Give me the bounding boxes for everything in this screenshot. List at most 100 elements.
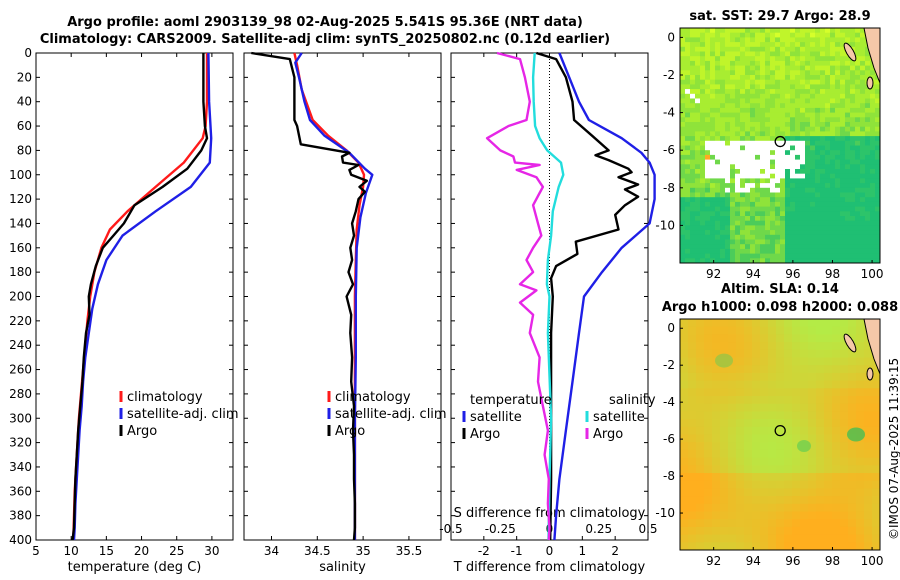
y-tick-label: 300 [9, 411, 32, 425]
series-line-s-argo [485, 51, 551, 541]
y-tick-label: 360 [9, 484, 32, 498]
y-tick-label: 200 [9, 290, 32, 304]
map-frame [679, 318, 881, 551]
sla-map-title: Altim. SLA: 0.14 [721, 282, 839, 297]
map-y-tick-label: -2 [663, 358, 675, 372]
x-tick-label: 5 [32, 544, 40, 558]
x-tick-label: 0 [546, 544, 554, 558]
argo-marker [774, 424, 786, 437]
x-tick-label: 35.5 [396, 544, 423, 558]
map-y-tick-label: -6 [663, 143, 675, 157]
map-y-tick-label: -10 [655, 506, 675, 520]
map-y-tick-label: -10 [655, 218, 675, 232]
y-tick-label: 120 [9, 192, 32, 206]
map-y-tick-label: 0 [667, 321, 675, 335]
s-tick-label: 0.5 [638, 522, 657, 536]
y-tick-label: 20 [17, 70, 32, 84]
panel-temperature: 0 20 40 60 80 100 120 140 160 180 200 220 240 260 280 3… [9, 46, 239, 575]
map-y-tick-label: -6 [663, 432, 675, 446]
panel-frame [243, 52, 442, 541]
legend-label: satellite-adj. clim [335, 407, 447, 422]
panel-salinity: 34 34.5 35 35.5 salinity climatology satellite… [243, 51, 447, 575]
title-line-1: Argo profile: aoml 2903139_98 02-Aug-202… [67, 15, 583, 30]
x-axis-label: T difference from climatology [453, 560, 646, 575]
y-tick-label: 260 [9, 363, 32, 377]
series-line-argo [251, 51, 368, 541]
series-line-t-satellite [553, 52, 656, 541]
panel-frame [35, 52, 234, 541]
y-tick-label: 100 [9, 168, 32, 182]
legend-label: Argo [127, 424, 157, 439]
island-siberut [843, 333, 857, 353]
map-x-tick-label: 100 [861, 267, 884, 281]
map-cells [680, 319, 880, 550]
s-tick-label: -0.5 [439, 522, 462, 536]
map-x-tick-label: 92 [706, 554, 721, 568]
series-line-satellite-adj-clim [72, 52, 213, 541]
y-tick-label: 60 [17, 119, 32, 133]
argo-marker [774, 135, 786, 148]
map-y-tick-label: -4 [663, 395, 675, 409]
x-tick-label: -2 [478, 544, 490, 558]
legend-label: satellite-adj. clim [127, 407, 239, 422]
y-tick-label: 240 [9, 338, 32, 352]
x-tick-label: 10 [64, 544, 79, 558]
x-tick-label: 34.5 [304, 544, 331, 558]
series-line-satellite-adj-clim [294, 52, 374, 540]
y-tick-label: 140 [9, 216, 32, 230]
legend-label: Argo [593, 427, 623, 442]
map-x-tick-label: 100 [861, 554, 884, 568]
x-tick-label: 30 [204, 544, 219, 558]
island-small [866, 76, 874, 90]
map-y-tick-label: -8 [663, 469, 675, 483]
map-x-tick-label: 94 [746, 267, 761, 281]
y-tick-label: 280 [9, 387, 32, 401]
legend-label: climatology [335, 390, 411, 405]
map-y-tick-label: -8 [663, 181, 675, 195]
y-tick-label: 40 [17, 95, 32, 109]
map-y-tick-label: -4 [663, 106, 675, 120]
map-x-tick-label: 92 [706, 267, 721, 281]
legend-title-temperature: temperature [470, 393, 552, 408]
sla-map-subtitle: Argo h1000: 0.098 h2000: 0.088 [661, 300, 899, 315]
map-x-tick-label: 98 [825, 554, 840, 568]
land-sumatra [863, 28, 880, 84]
x-axis-label: temperature (deg C) [68, 560, 202, 575]
map-cells [680, 28, 880, 263]
s-tick-label: -0.25 [485, 522, 516, 536]
y-tick-label: 380 [9, 509, 32, 523]
map-x-tick-label: 96 [785, 267, 800, 281]
legend-label: Argo [335, 424, 365, 439]
x-tick-label: 20 [134, 544, 149, 558]
land-sumatra [863, 319, 880, 375]
x-tick-label: 15 [99, 544, 114, 558]
map-x-tick-label: 94 [746, 554, 761, 568]
s-tick-label: 0.25 [585, 522, 612, 536]
y-tick-label: 220 [9, 314, 32, 328]
x-axis-label: salinity [319, 560, 366, 575]
legend-label: climatology [127, 390, 203, 405]
y-tick-label: 320 [9, 436, 32, 450]
map-map_sla: 92 94 96 98 100 0 -2 -4 -6 -8 -10 [655, 318, 884, 568]
y-tick-label: 0 [24, 46, 32, 60]
legend-title-salinity: salinity [609, 393, 656, 408]
title-line-2: Climatology: CARS2009. Satellite-adj cli… [39, 32, 611, 47]
y-tick-label: 180 [9, 265, 32, 279]
panel-difference: -2 -1 0 1 2 T difference from climatology -0.5… [439, 51, 658, 575]
map-x-tick-label: 98 [825, 267, 840, 281]
island-small [866, 367, 874, 381]
x-tick-label: 1 [579, 544, 587, 558]
y-tick-label: 160 [9, 241, 32, 255]
y-tick-label: 80 [17, 143, 32, 157]
series-line-t-argo [536, 51, 640, 541]
map-y-tick-label: 0 [667, 30, 675, 44]
x-tick-label: 34 [264, 544, 279, 558]
series-line-s-satellite [531, 52, 565, 541]
legend-label: satellite [470, 410, 522, 425]
legend-label: satellite [593, 410, 645, 425]
x-tick-label: 35 [355, 544, 370, 558]
sst-map-title: sat. SST: 29.7 Argo: 28.9 [689, 9, 871, 24]
map-x-tick-label: 96 [785, 554, 800, 568]
x-tick-label: 2 [611, 544, 619, 558]
